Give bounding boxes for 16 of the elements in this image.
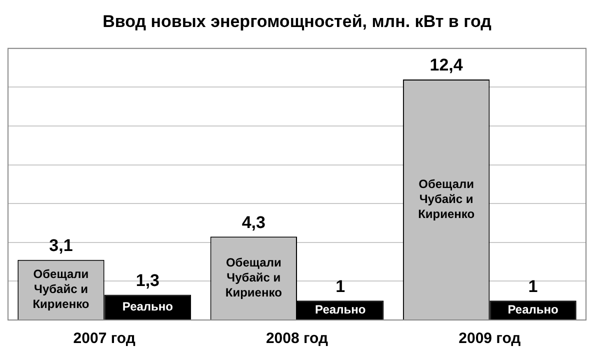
data-label: 1 <box>528 276 538 296</box>
text: Обещали Чубайс и Кириенко <box>418 176 475 221</box>
text: Обещали Чубайс и Кириенко <box>225 255 282 300</box>
chart-title: Ввод новых энергомощностей, млн. кВт в год <box>102 12 492 31</box>
text: Реально <box>122 299 174 314</box>
data-label: 4,3 <box>242 212 266 232</box>
x-tick-label: 2007 год <box>73 330 136 348</box>
data-label: 1,3 <box>136 270 160 290</box>
x-tick-label: 2009 год <box>458 330 522 348</box>
x-tick-label: 2008 год <box>266 330 329 348</box>
data-label: 12,4 <box>430 56 464 75</box>
data-label: 3,1 <box>49 236 73 256</box>
text: Реально <box>508 302 558 316</box>
data-label: 1 <box>336 276 346 296</box>
series-label: Обещали Чубайс и Кириенко <box>32 266 90 311</box>
series-label: Реально <box>315 302 366 316</box>
